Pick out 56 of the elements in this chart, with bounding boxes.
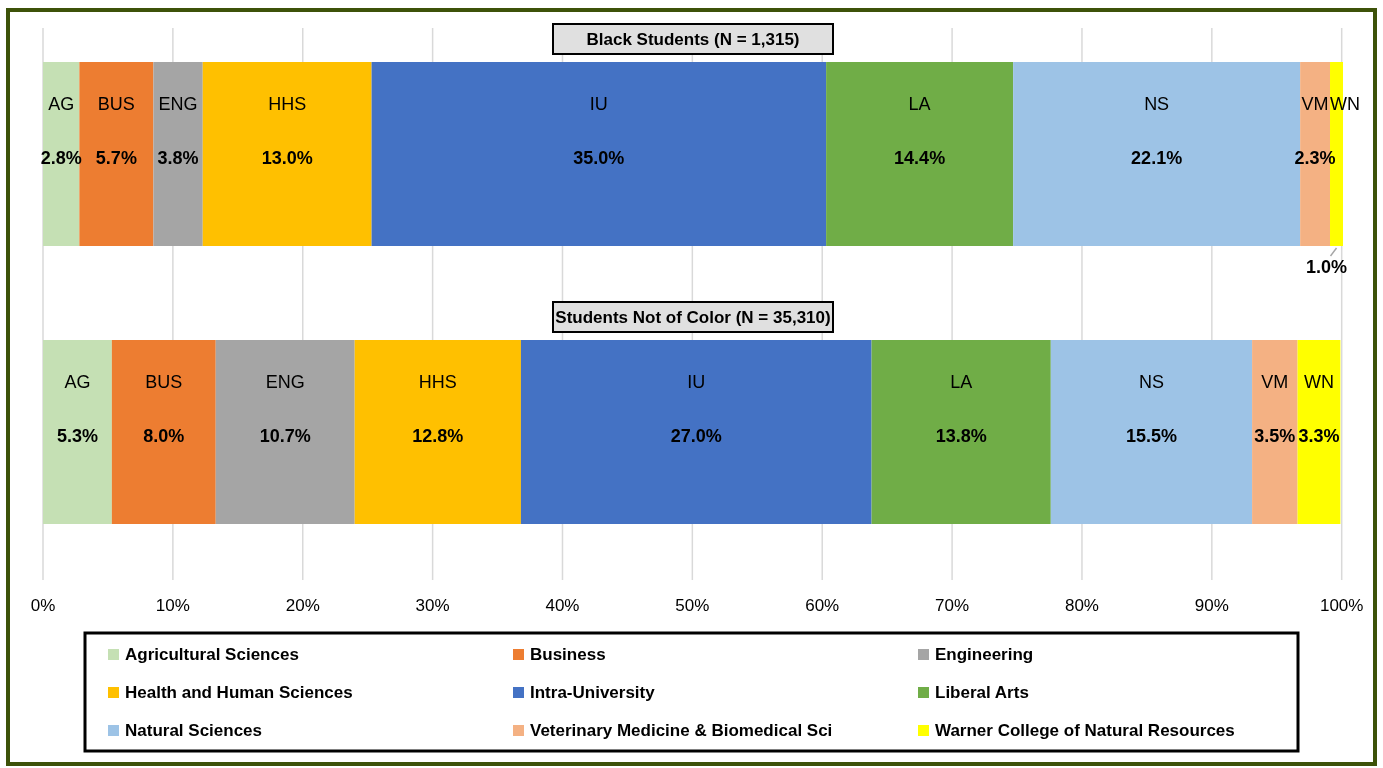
legend-label: Natural Sciences [125,721,263,740]
data-label: 3.5% [1254,426,1296,446]
annotation: HHS [418,372,457,392]
x-tick-label: 30% [415,596,450,615]
annotation: ENG [158,94,198,114]
legend-label: Intra-University [530,683,656,702]
annotation: NS [1138,372,1164,392]
x-tick-label: 60% [805,596,840,615]
data-label: 13.8% [935,426,987,446]
annotation: BUS [145,372,183,392]
data-label: 22.1% [1131,148,1183,168]
x-tick-label: 90% [1194,596,1229,615]
data-label: 1.0% [1305,257,1348,277]
annotation: IU [589,94,608,114]
data-label: 15.5% [1125,426,1177,446]
annotation: AG [64,372,91,392]
data-label: 8.0% [143,426,185,446]
x-tick-label: 0% [30,596,56,615]
y-tick-label: Black Students (N = 1,315) [586,30,800,49]
annotation: IU [687,372,706,392]
legend-label: Engineering [935,645,1034,664]
legend-label: Business [530,645,606,664]
data-label: 35.0% [573,148,625,168]
data-label: 5.3% [56,426,98,446]
annotation: ENG [265,372,305,392]
x-tick-label: 40% [545,596,580,615]
annotation: LA [908,94,931,114]
annotation: AG [48,94,75,114]
x-tick-label: 20% [285,596,320,615]
data-label: 14.4% [894,148,946,168]
annotation: VM [1261,372,1289,392]
data-label: 10.7% [259,426,311,446]
annotation: HHS [268,94,307,114]
x-tick-label: 50% [675,596,710,615]
x-tick-label: 10% [155,596,190,615]
legend-label: Liberal Arts [935,683,1029,702]
data-label: 2.3% [1294,148,1336,168]
x-tick-label: 70% [935,596,970,615]
annotation: WN [1303,372,1334,392]
legend-label: Health and Human Sciences [125,683,353,702]
x-tick-label: 100% [1319,596,1364,615]
annotation: VM [1301,94,1329,114]
annotation: LA [950,372,973,392]
data-label: 13.0% [261,148,313,168]
legend-label: Agricultural Sciences [125,645,299,664]
x-tick-label: 80% [1064,596,1099,615]
data-label: 5.7% [95,148,137,168]
annotation: NS [1144,94,1170,114]
legend-label: Veterinary Medicine & Biomedical Sci [530,721,833,740]
annotation: BUS [97,94,135,114]
legend-label: Warner College of Natural Resources [935,721,1235,740]
data-label: 12.8% [412,426,464,446]
data-label: 3.3% [1298,426,1340,446]
data-label: 27.0% [670,426,722,446]
data-label: 3.8% [157,148,199,168]
y-tick-label: Students Not of Color (N = 35,310) [555,308,831,327]
